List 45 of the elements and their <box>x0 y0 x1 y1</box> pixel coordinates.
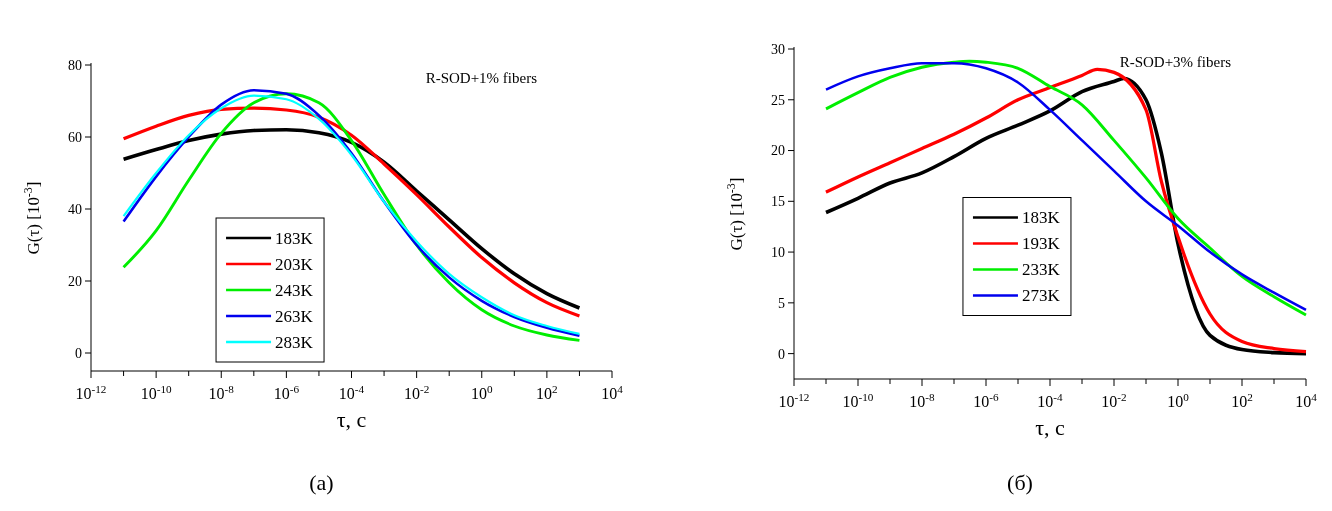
legend-label: 233K <box>1021 260 1061 280</box>
legend-label: 193K <box>1021 234 1061 254</box>
y-tick-label: 20 <box>68 273 82 289</box>
legend-label: 183K <box>275 228 314 248</box>
y-tick-label: 30 <box>771 41 785 57</box>
y-tick-label: 20 <box>771 143 785 159</box>
legend-label: 263K <box>275 306 314 326</box>
y-tick-label: 10 <box>771 244 785 260</box>
x-tick-label: 10$^{4}$ <box>601 383 624 402</box>
y-tick-label: 0 <box>778 346 785 362</box>
x-tick-label: 10$^{-10}$ <box>842 391 874 410</box>
text: (б) <box>1007 470 1033 495</box>
y-tick-label: 5 <box>778 295 785 311</box>
x-tick-label: 10$^{-8}$ <box>909 391 936 410</box>
legend-label: 273K <box>1021 286 1061 306</box>
legend-label: 203K <box>275 254 314 274</box>
annotation: R-SOD+1% fibers <box>425 70 538 86</box>
x-tick-label: 10$^{0}$ <box>470 383 493 402</box>
legend-label: 183K <box>1021 208 1061 228</box>
y-tick-label: 80 <box>68 57 82 73</box>
x-tick-label: 10$^{-10}$ <box>140 383 172 402</box>
x-tick-label: 10$^{2}$ <box>1231 391 1253 410</box>
y-tick-label: 15 <box>771 194 785 210</box>
x-tick-label: 10$^{-6}$ <box>973 391 1000 410</box>
legend-label: 243K <box>275 280 314 300</box>
x-axis-title: τ, c <box>336 407 367 432</box>
x-tick-label: 10$^{-6}$ <box>273 383 300 402</box>
x-tick-label: 10$^{-2}$ <box>403 383 430 402</box>
text: (a) <box>309 470 334 495</box>
x-tick-label: 10$^{-8}$ <box>208 383 235 402</box>
y-tick-label: 60 <box>68 129 82 145</box>
x-tick-label: 10$^{-2}$ <box>1101 391 1127 410</box>
x-tick-label: 10$^{-12}$ <box>778 391 810 410</box>
y-tick-label: 40 <box>68 201 82 217</box>
x-tick-label: 10$^{-4}$ <box>1037 391 1064 410</box>
x-tick-label: 10$^{-12}$ <box>75 383 107 402</box>
x-tick-label: 10$^{0}$ <box>1167 391 1190 410</box>
y-tick-label: 25 <box>771 92 785 108</box>
x-tick-label: 10$^{-4}$ <box>338 383 365 402</box>
x-tick-label: 10$^{4}$ <box>1295 391 1318 410</box>
x-tick-label: 10$^{2}$ <box>536 383 558 402</box>
y-tick-label: 0 <box>75 345 82 361</box>
legend-label: 283K <box>275 332 314 352</box>
x-axis-title: τ, c <box>1035 415 1066 440</box>
annotation: R-SOD+3% fibers <box>1119 54 1232 70</box>
